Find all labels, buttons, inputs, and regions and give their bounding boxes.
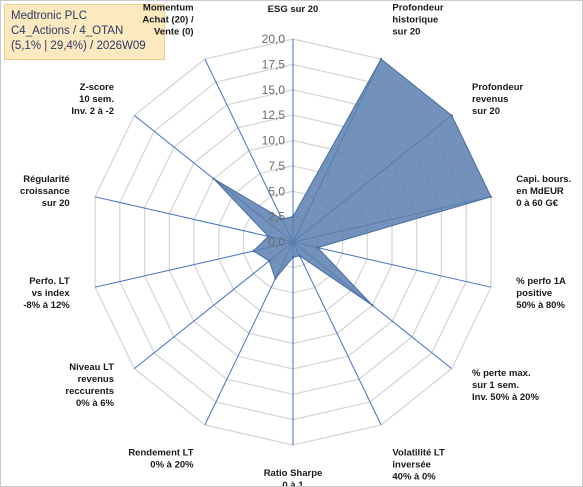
tick-label: 17,5: [262, 57, 286, 71]
axis-spoke-12: [94, 196, 294, 243]
axis-label-7: Volatilité LT inversée 40% à 0%: [392, 447, 445, 482]
axis-label-2: Profondeur historique sur 20: [392, 3, 443, 38]
period-info: (5,1% | 29,4%) / 2026W09: [11, 40, 146, 52]
tick-label: 15,0: [262, 83, 286, 97]
axis-label-10: Niveau LT revenus reccurents 0% à 6%: [65, 362, 114, 409]
tick-label: 0,0: [268, 235, 285, 249]
data-point-5: [316, 246, 319, 249]
axis-spoke-14: [204, 58, 294, 243]
data-point-9: [274, 277, 277, 280]
axis-label-4: Capi. bours. en MdEUR 0 à 60 G€: [516, 174, 571, 209]
data-point-12: [267, 235, 270, 238]
tick-label: 7,5: [268, 159, 285, 173]
axis-label-6: % perte max. sur 1 sem. Inv. 50% à 20%: [472, 368, 539, 403]
data-layer: [212, 57, 493, 307]
company-name: Medtronic PLC: [11, 10, 88, 22]
axis-label-5: % perfo 1A positive 50% à 80%: [516, 276, 566, 311]
chart-title-box: Medtronic PLC C4_Actions / 4_OTAN (5,1% …: [4, 4, 165, 60]
tick-label: 12,5: [262, 108, 286, 122]
portfolio-path: C4_Actions / 4_OTAN: [11, 25, 124, 37]
axis-label-9: Rendement LT 0% à 20%: [128, 447, 194, 470]
data-point-10: [268, 259, 271, 263]
tick-label: 10,0: [262, 134, 286, 148]
data-point-8: [291, 256, 295, 259]
data-point-13: [212, 177, 215, 180]
tick-label-layer: 0,0 2,5 5,0 7,5 10,0 12,5 15,0 17,5 20,0: [262, 32, 286, 249]
data-point-1: [291, 215, 295, 218]
data-point-3: [450, 114, 453, 117]
tick-label: 2,5: [268, 210, 285, 224]
data-point-7: [298, 254, 301, 257]
axis-label-14: Momentum Achat (20) / Vente (0): [142, 3, 194, 38]
axis-label-12: Régularité croissance sur 20: [20, 174, 70, 209]
tick-label: 5,0: [268, 184, 285, 198]
axis-spoke-7: [292, 241, 382, 426]
axis-label-1: NoteESG sur 20: [268, 1, 319, 15]
axis-spoke-10: [133, 241, 294, 369]
data-point-11: [252, 249, 255, 253]
axis-label-13: Z-score 10 sem. Inv. 2 à -2: [71, 82, 114, 117]
axis-spoke-5: [292, 241, 492, 288]
data-point-6: [371, 304, 374, 307]
data-point-2: [379, 57, 383, 61]
tick-label: 20,0: [262, 32, 286, 46]
series-area: [213, 58, 492, 306]
data-point-4: [489, 195, 493, 198]
axis-label-3: Profondeur revenus sur 20: [472, 82, 523, 117]
axis-label-8: Ratio Sharpe 0 à 1: [264, 468, 323, 486]
data-point-14: [280, 217, 284, 221]
axis-label-11: Perfo. LT vs index -8% à 12%: [23, 276, 70, 311]
